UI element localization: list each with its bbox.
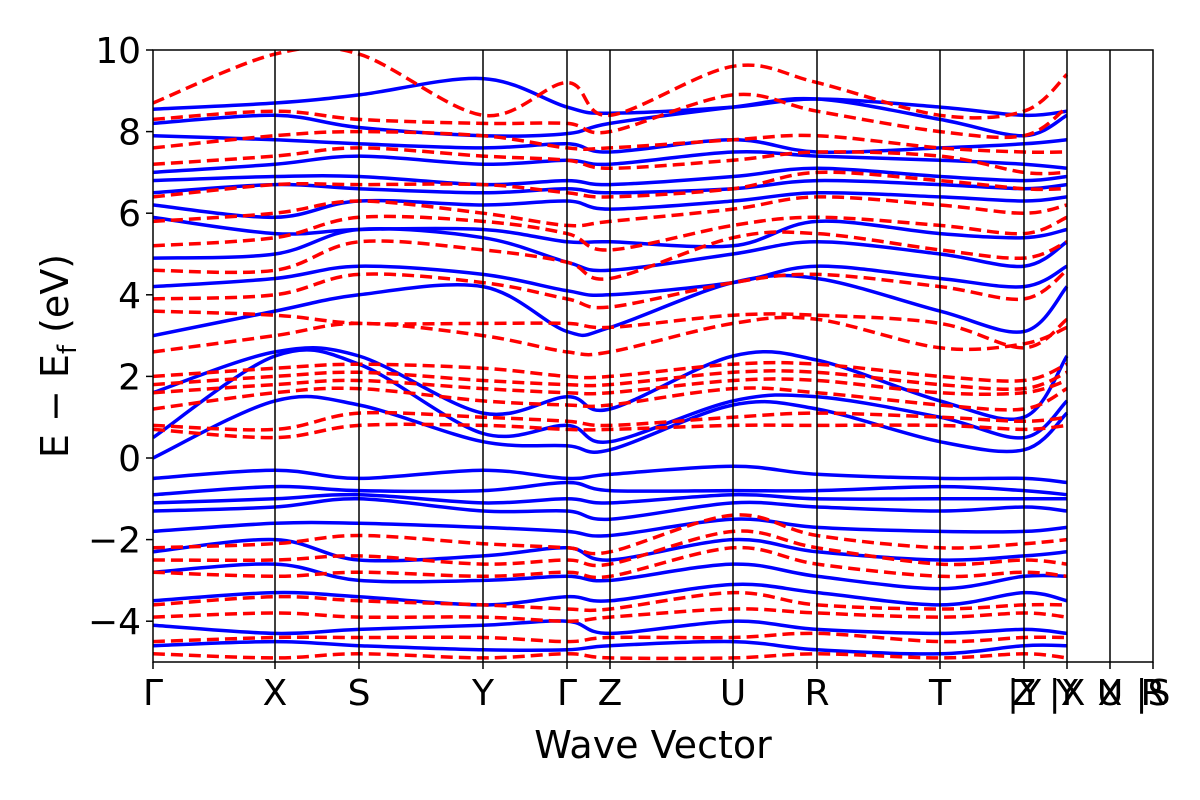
x-tick-label-6: U [720,673,746,714]
x-tick-label-5: Z [598,673,623,714]
x-tick-label-4: Γ [557,673,577,714]
y-tick-label-1: −2 [88,521,141,562]
x-tick-label-16: R [1140,673,1165,714]
y-ticks: −4 −2 0 2 4 6 8 10 [88,31,153,643]
x-tick-label-3: Y [471,673,495,714]
x-tick-label-9: Z [1012,673,1037,714]
x-tick-label-0: Γ [143,673,163,714]
x-tick-label-13: X [1098,673,1123,714]
y-tick-label-4: 4 [118,276,141,317]
x-axis-label: Wave Vector [534,723,772,767]
plot-frame [152,49,1154,663]
x-ticks: Γ X S Y Γ Z U R T Z|Y Y|X XU |SR [143,662,1171,714]
x-tick-label-11: Y [1055,673,1079,714]
y-tick-label-0: −4 [88,602,141,643]
x-tick-label-10: |Y [1007,673,1042,714]
y-axis-label-main: E − E [33,354,77,458]
y-axis-label: E − Ef (eV) [33,254,83,458]
x-tick-label-15: |S [1136,673,1171,714]
kpoint-lines [274,50,1111,662]
x-tick-label-8: T [928,673,952,714]
x-tick-label-14: U [1097,673,1123,714]
x-tick-label-1: X [263,673,288,714]
x-tick-label-12: |X [1049,673,1086,714]
x-tick-label-7: R [804,673,829,714]
y-tick-label-7: 10 [95,31,141,72]
y-tick-label-3: 2 [118,357,141,398]
dashed-band-6 [153,214,1068,252]
y-tick-label-2: 0 [118,439,141,480]
y-axis-label-unit: (eV) [33,254,77,345]
dashed-band-8 [153,268,1069,310]
y-tick-label-6: 8 [118,113,141,154]
x-tick-label-2: S [348,673,371,714]
y-tick-label-5: 6 [118,194,141,235]
y-axis-label-subscript: f [53,344,83,354]
